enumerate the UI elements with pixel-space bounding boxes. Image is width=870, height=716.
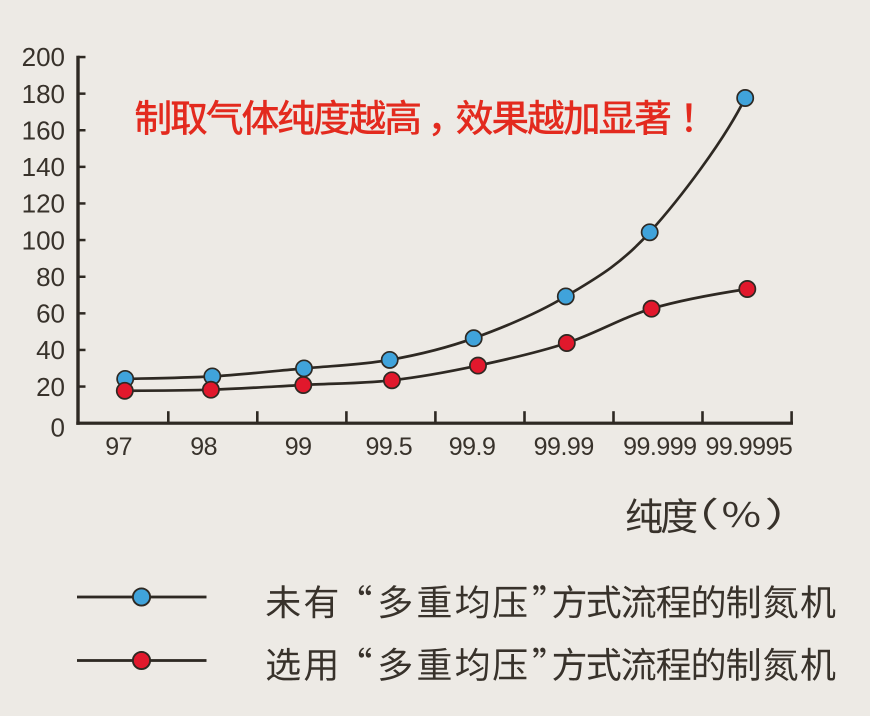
svg-text:20: 20 <box>36 372 65 402</box>
svg-text:97: 97 <box>105 433 132 461</box>
svg-text:200: 200 <box>22 42 65 72</box>
svg-text:120: 120 <box>22 189 65 219</box>
svg-text:99.999: 99.999 <box>623 433 696 461</box>
svg-text:99.5: 99.5 <box>365 433 412 461</box>
svg-text:100: 100 <box>22 225 65 255</box>
svg-text:140: 140 <box>22 152 65 182</box>
svg-text:40: 40 <box>36 335 65 365</box>
svg-text:180: 180 <box>22 79 65 109</box>
svg-text:0: 0 <box>51 412 65 442</box>
svg-text:99.9: 99.9 <box>449 433 496 461</box>
svg-text:60: 60 <box>36 299 65 329</box>
svg-text:99.9995: 99.9995 <box>705 433 792 461</box>
svg-text:160: 160 <box>22 115 65 145</box>
svg-text:99.99: 99.99 <box>534 433 594 461</box>
svg-text:99: 99 <box>285 433 312 461</box>
svg-text:98: 98 <box>190 433 217 461</box>
svg-text:80: 80 <box>36 262 65 292</box>
